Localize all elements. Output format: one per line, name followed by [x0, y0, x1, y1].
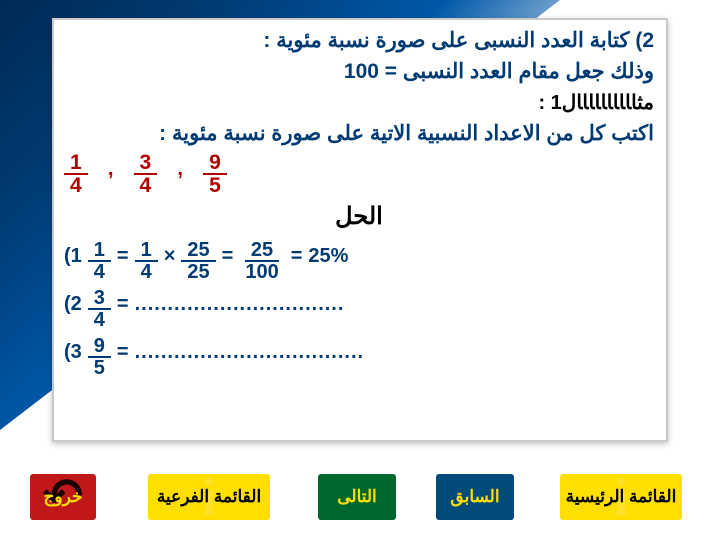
frac-num: 9 — [203, 152, 227, 175]
dots: ................................... — [135, 336, 364, 366]
equals: = — [291, 240, 303, 270]
percent: 25% — [308, 240, 348, 270]
sol1-f3: 25 25 — [181, 240, 215, 282]
frac-den: 100 — [239, 262, 284, 282]
prompt: اكتب كل من الاعداد النسبية الاتية على صو… — [64, 119, 654, 148]
fraction-2: 3 4 — [134, 152, 158, 196]
heading-text: كتابة العدد النسبى على صورة نسبة مئوية : — [263, 29, 629, 52]
btn-label: السابق — [450, 487, 499, 507]
sub-menu-button[interactable]: i القائمة الفرعية — [148, 474, 270, 520]
btn-label: التالى — [337, 487, 377, 507]
frac-num: 3 — [88, 288, 111, 310]
btn-label: القائمة الرئيسية — [566, 487, 677, 507]
frac-den: 5 — [88, 358, 111, 378]
fractions-row: 1 4 , 3 4 , 9 5 — [64, 152, 554, 196]
frac-num: 3 — [134, 152, 158, 175]
btn-label: القائمة الفرعية — [157, 487, 261, 507]
solution-title: الحل — [64, 200, 654, 234]
frac-num: 1 — [64, 152, 88, 175]
frac-num: 1 — [88, 240, 111, 262]
frac-den: 4 — [64, 175, 88, 196]
frac-den: 4 — [134, 175, 158, 196]
comma: , — [177, 152, 183, 183]
solution-line-3: 3) 9 5 = ...............................… — [64, 336, 469, 378]
sol-idx: 1) — [64, 240, 82, 270]
heading: 2) كتابة العدد النسبى على صورة نسبة مئوي… — [64, 26, 654, 55]
equals: = — [117, 288, 129, 318]
example-label: ﻣﺜﺎﺎﺎﺎﺎﺎﺎﺎﺎﺎل1 : — [64, 89, 654, 117]
sol2-f: 3 4 — [88, 288, 111, 330]
equals: = — [117, 336, 129, 366]
sol-idx: 2) — [64, 288, 82, 318]
frac-num: 25 — [181, 240, 215, 262]
sol1-f4: 25 100 — [239, 240, 284, 282]
solution-line-1: 1) 1 4 = 1 4 × 25 25 = 25 100 — [64, 240, 469, 282]
solution-line-2: 2) 3 4 = ...............................… — [64, 288, 469, 330]
frac-den: 4 — [88, 310, 111, 330]
fraction-3: 9 5 — [203, 152, 227, 196]
previous-button[interactable]: السابق — [436, 474, 514, 520]
subheading: وذلك جعل مقام العدد النسبى = 100 — [64, 57, 654, 86]
nav-bar: i القائمة الرئيسية السابق التالى i القائ… — [0, 474, 720, 520]
frac-den: 25 — [181, 262, 215, 282]
slide: 2) كتابة العدد النسبى على صورة نسبة مئوي… — [0, 0, 720, 540]
sol1-f2: 1 4 — [135, 240, 158, 282]
fraction-1: 1 4 — [64, 152, 88, 196]
frac-den: 5 — [203, 175, 227, 196]
sol3-f: 9 5 — [88, 336, 111, 378]
equals: = — [117, 240, 129, 270]
next-button[interactable]: التالى — [318, 474, 396, 520]
comma: , — [108, 152, 114, 183]
times: × — [164, 240, 176, 270]
sol-idx: 3) — [64, 336, 82, 366]
frac-den: 4 — [88, 262, 111, 282]
frac-num: 25 — [245, 240, 279, 262]
frac-num: 1 — [135, 240, 158, 262]
dots: ................................ — [135, 288, 345, 318]
exit-button[interactable]: ↶ خروج — [30, 474, 96, 520]
equals: = — [222, 240, 234, 270]
frac-num: 9 — [88, 336, 111, 358]
frac-den: 4 — [135, 262, 158, 282]
main-menu-button[interactable]: i القائمة الرئيسية — [560, 474, 682, 520]
btn-label: خروج — [43, 487, 82, 507]
panel-body: 2) كتابة العدد النسبى على صورة نسبة مئوي… — [64, 26, 654, 378]
sol1-f1: 1 4 — [88, 240, 111, 282]
content-panel: 2) كتابة العدد النسبى على صورة نسبة مئوي… — [52, 18, 668, 442]
heading-prefix: 2) — [635, 29, 654, 52]
